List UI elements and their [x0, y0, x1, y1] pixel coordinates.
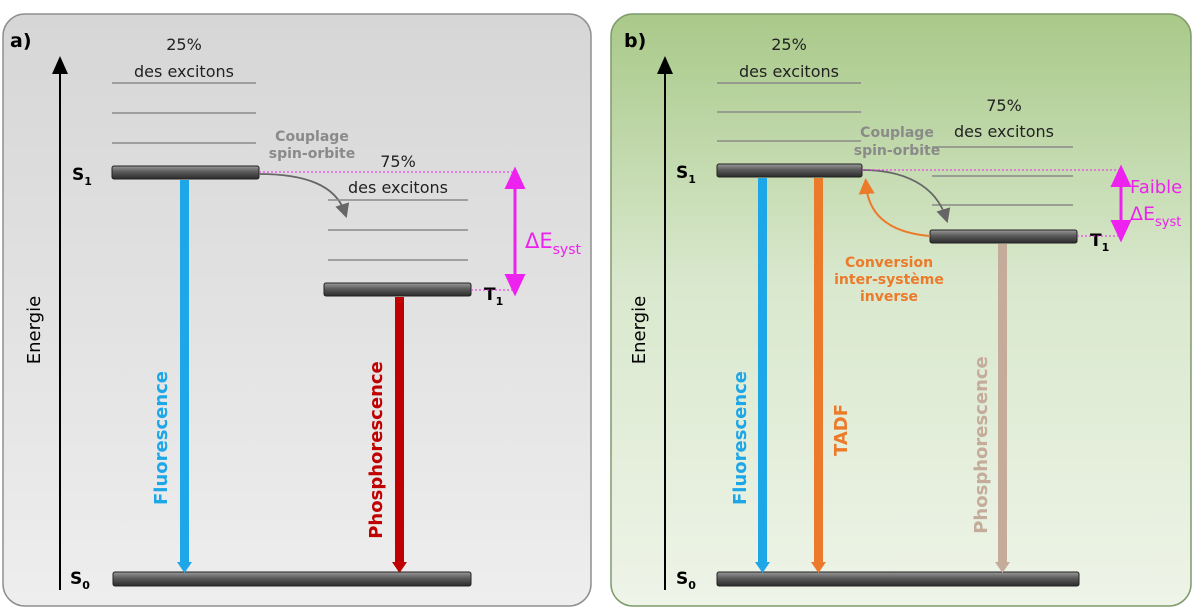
s1-level [111, 165, 260, 180]
risc-label-line3: inverse [860, 289, 918, 305]
singlet-percent: 25% [771, 35, 807, 54]
panel-a: a) Energie 25% des excitons S1 Couplage … [2, 13, 592, 607]
soc-arrow [258, 173, 350, 219]
risc-label-line1: Conversion [845, 255, 933, 271]
phosphorescence-arrow-shaft [395, 297, 404, 565]
s0-label: S0 [676, 569, 696, 592]
phosphorescence-arrow-shaft [998, 244, 1007, 565]
phosphorescence-label: Phosphorescence [366, 361, 387, 539]
energy-axis-label: Energie [24, 296, 45, 364]
triplet-percent: 75% [986, 96, 1022, 115]
soc-label-line1: Couplage [275, 129, 349, 145]
t1-level [323, 282, 472, 297]
triplet-excitons-label: des excitons [954, 122, 1054, 141]
s1-label: S1 [676, 163, 696, 186]
s0-level [112, 571, 472, 587]
fluorescence-label: Fluorescence [151, 371, 172, 505]
tadf-arrow-head [811, 562, 826, 573]
fluorescence-arrow-shaft [180, 180, 189, 565]
panel-b-background [610, 13, 1192, 607]
delta-e-label: ΔEsyst [1130, 203, 1181, 230]
singlet-excitons-label: des excitons [739, 62, 839, 81]
panel-a-tag: a) [10, 30, 32, 52]
s1-label: S1 [72, 165, 92, 188]
risc-arrow [858, 178, 931, 237]
phosphorescence-arrow-head [995, 562, 1010, 573]
tadf-label: TADF [831, 404, 852, 456]
s0-label: S0 [70, 569, 90, 592]
faible-label: Faible [1130, 177, 1182, 198]
s1-level [716, 163, 863, 178]
soc-label-line2: spin-orbite [854, 143, 940, 159]
panel-b: b) Energie 25% des excitons S1 Couplage … [610, 13, 1192, 607]
singlet-percent: 25% [166, 35, 202, 54]
triplet-excitons-label: des excitons [348, 178, 448, 197]
fluorescence-arrow-head [177, 562, 192, 573]
risc-label-line2: inter-système [834, 272, 944, 288]
fluorescence-arrow-shaft [758, 178, 767, 565]
t1-level [929, 229, 1078, 244]
soc-arrow [861, 169, 951, 224]
soc-label-line1: Couplage [860, 125, 934, 141]
panel-a-background [2, 13, 592, 607]
tadf-arrow-shaft [814, 178, 823, 565]
triplet-percent: 75% [380, 152, 416, 171]
fluorescence-arrow-head [755, 562, 770, 573]
delta-e-label: ΔEsyst [525, 229, 582, 258]
phosphorescence-label: Phosphorescence [971, 356, 992, 534]
soc-label-line2: spin-orbite [269, 146, 355, 162]
phosphorescence-arrow-head [392, 562, 407, 573]
energy-axis-label: Energie [629, 296, 650, 364]
singlet-excitons-label: des excitons [134, 62, 234, 81]
s0-level [716, 571, 1080, 587]
fluorescence-label: Fluorescence [730, 371, 751, 505]
panel-b-tag: b) [624, 30, 646, 52]
